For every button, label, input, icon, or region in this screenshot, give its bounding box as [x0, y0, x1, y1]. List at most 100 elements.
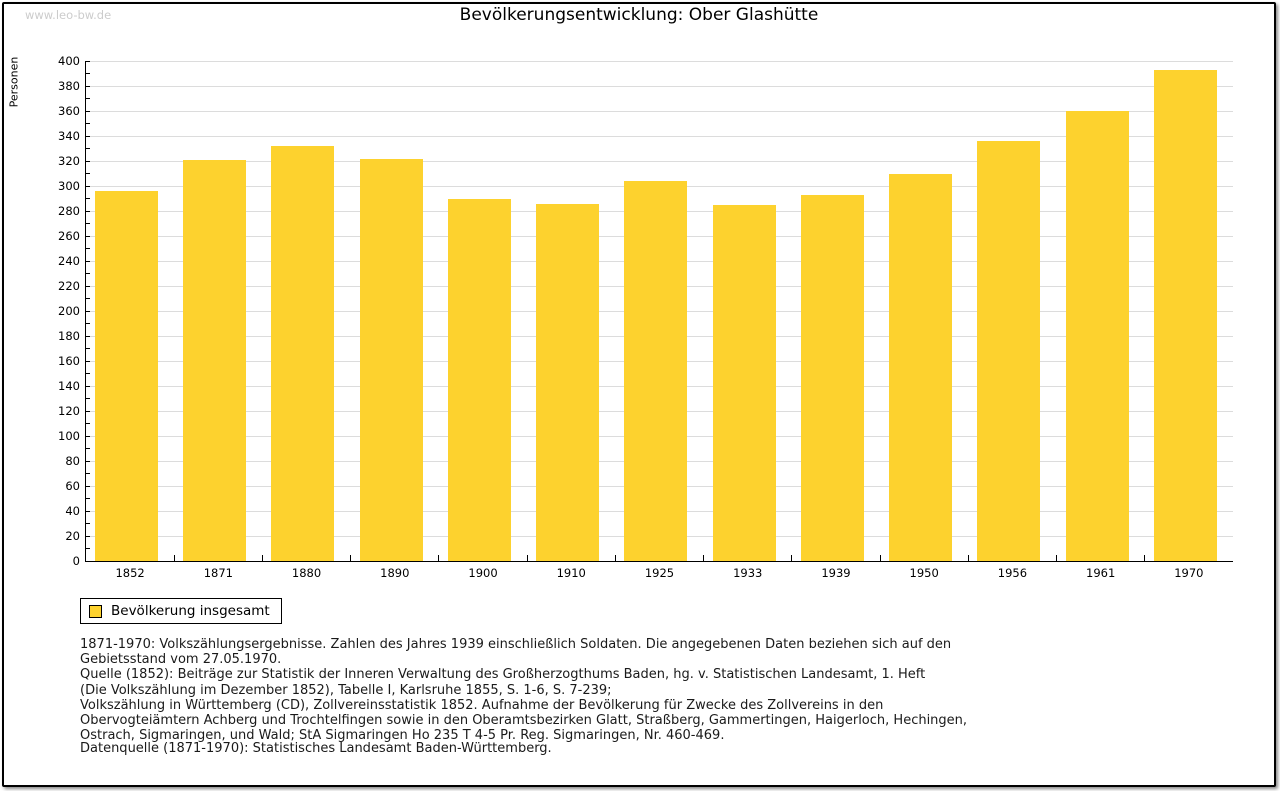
y-tick-label: 20 [65, 528, 80, 543]
y-tick-label: 380 [58, 78, 80, 93]
y-tick-label: 180 [58, 328, 80, 343]
y-axis-labels: 0 20 40 60 80 100 120 140 160 180 200 220 240 260 280 3… [4, 54, 80, 568]
y-axis-tick [86, 523, 90, 524]
y-tick-label: 220 [58, 278, 80, 293]
footnote-line: Gebietsstand vom 27.05.1970. [80, 652, 282, 668]
y-axis-tick [86, 135, 90, 137]
x-tick-label: 1880 [291, 566, 322, 580]
y-axis-tick [86, 398, 90, 399]
footnote-line: 1871-1970: Volkszählungsergebnisse. Zahl… [80, 637, 952, 652]
gridline [86, 60, 1233, 62]
gridline [86, 110, 1233, 112]
gridline [86, 85, 1233, 87]
y-axis-tick [86, 223, 90, 224]
y-tick-label: 300 [58, 178, 80, 193]
plot-area [85, 60, 1233, 562]
y-axis-tick [86, 235, 90, 237]
y-axis-tick [86, 98, 90, 99]
y-axis-tick [86, 185, 90, 187]
x-tick-label: 1939 [821, 566, 851, 580]
x-tick-label: 1961 [1086, 566, 1116, 580]
bar [800, 194, 864, 561]
bar [359, 158, 423, 561]
bar [183, 159, 247, 561]
bar [95, 191, 158, 561]
x-axis-tick [791, 555, 793, 561]
x-axis-labels: 1852 1871 1880 1890 1900 1910 1925 1933 1939 1950… [86, 566, 1233, 582]
x-axis-tick [703, 555, 705, 561]
y-tick-label: 60 [65, 478, 80, 493]
y-tick-label: 280 [58, 203, 80, 218]
bar [977, 141, 1041, 561]
bar [447, 198, 511, 561]
y-tick-label: 360 [58, 103, 80, 118]
x-axis-tick [1144, 555, 1146, 561]
x-tick-label: 1950 [909, 566, 939, 580]
y-axis-tick [86, 173, 90, 174]
y-axis-tick [86, 510, 90, 512]
bar [1065, 111, 1129, 561]
footnote-line: Obervogteiämtern Achberg und Trochtelfin… [80, 713, 968, 729]
y-axis-tick [86, 498, 90, 499]
y-axis-tick [86, 423, 90, 424]
x-axis-tick [879, 555, 881, 561]
y-axis-tick [86, 285, 90, 287]
y-tick-label: 260 [58, 228, 80, 243]
y-axis-tick [86, 85, 90, 87]
y-axis-tick [86, 73, 90, 74]
y-axis-tick [86, 160, 90, 162]
y-axis-tick [86, 273, 90, 274]
y-tick-label: 400 [58, 53, 80, 68]
x-axis-tick [1056, 555, 1058, 561]
footnotes: 1871-1970: Volkszählungsergebnisse. Zahl… [80, 637, 967, 743]
bar [271, 146, 335, 561]
y-tick-label: 120 [58, 403, 80, 418]
y-axis-tick [86, 123, 90, 124]
y-axis-tick [86, 373, 90, 374]
bar [1153, 69, 1217, 561]
x-axis-tick [173, 555, 175, 561]
x-tick-label: 1852 [115, 566, 145, 580]
y-axis-tick [86, 473, 90, 474]
y-axis-tick [86, 210, 90, 212]
legend-label: Bevölkerung insgesamt [111, 603, 270, 619]
y-axis-tick [86, 248, 90, 249]
x-tick-label: 1933 [733, 566, 763, 580]
x-tick-label: 1956 [997, 566, 1028, 580]
bar [889, 173, 953, 561]
bar [536, 203, 600, 561]
y-tick-label: 240 [58, 253, 80, 268]
y-tick-label: 320 [58, 153, 80, 168]
y-axis-tick [86, 323, 90, 324]
y-axis-tick [86, 198, 90, 199]
x-tick-label: 1925 [644, 566, 675, 580]
y-axis-tick [86, 360, 90, 362]
x-tick-label: 1900 [468, 566, 498, 580]
y-axis-tick [86, 485, 90, 487]
y-axis-tick [86, 448, 90, 449]
footnote-line: Quelle (1852): Beiträge zur Statistik de… [80, 667, 926, 683]
watermark: www.leo-bw.de [25, 8, 112, 22]
x-tick-label: 1890 [380, 566, 410, 580]
x-tick-label: 1910 [556, 566, 586, 580]
datasource-note: Datenquelle (1871-1970): Statistisches L… [80, 741, 552, 756]
x-axis-tick [967, 555, 969, 561]
chart-title: Bevölkerungsentwicklung: Ober Glashütte [459, 5, 819, 25]
x-axis-tick [261, 555, 263, 561]
y-axis-tick [86, 148, 90, 149]
y-axis-tick [86, 60, 90, 62]
y-tick-label: 140 [58, 378, 80, 393]
x-axis-tick [438, 555, 440, 561]
y-axis-tick [86, 335, 90, 337]
y-axis-tick [86, 260, 90, 262]
x-axis-tick [526, 555, 528, 561]
y-tick-label: 80 [65, 453, 80, 468]
y-axis-tick [86, 548, 90, 549]
y-tick-label: 160 [58, 353, 80, 368]
y-tick-label: 40 [65, 503, 80, 518]
bar [624, 181, 688, 561]
y-axis-tick [86, 535, 90, 537]
y-axis-tick [86, 110, 90, 112]
bar [712, 204, 776, 561]
